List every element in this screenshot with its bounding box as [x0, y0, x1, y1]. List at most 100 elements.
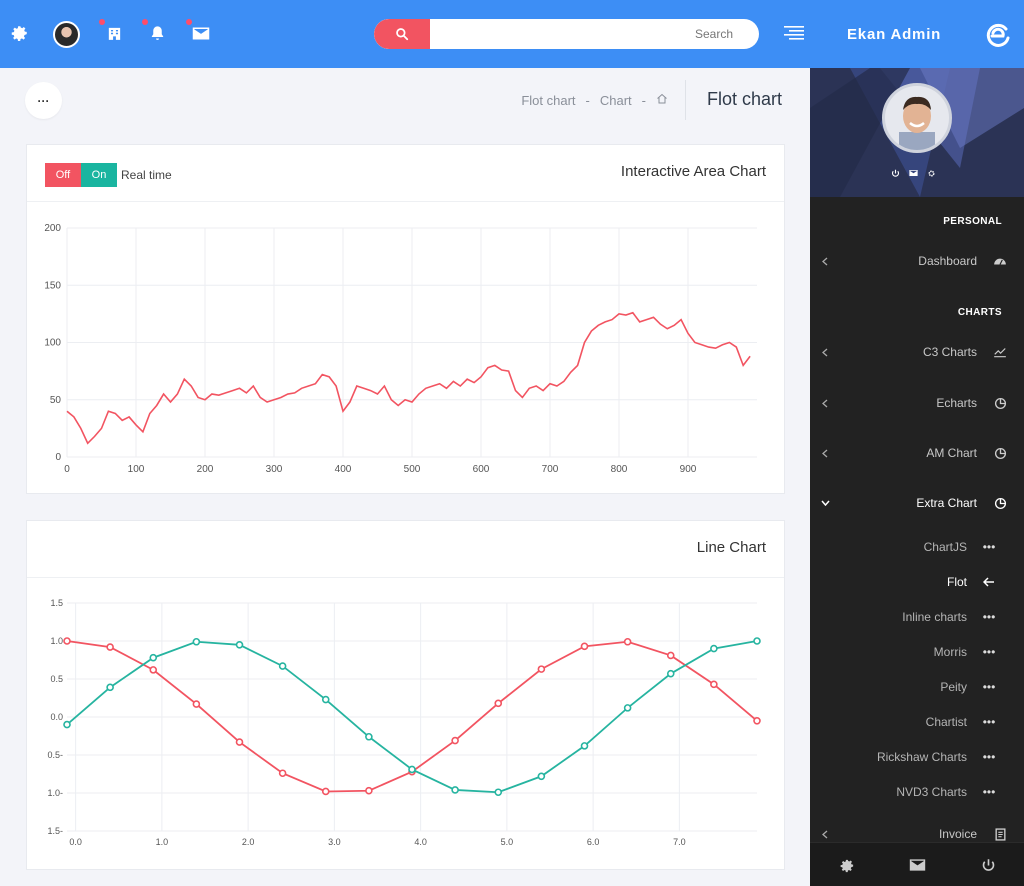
data-point: [580, 642, 589, 651]
section-header-charts: CHARTS: [957, 307, 1002, 318]
x-tick-label: 700: [542, 464, 559, 475]
x-tick-label: 6.0: [587, 837, 600, 847]
y-tick-label: 150: [44, 280, 61, 291]
line-chart-icon: [993, 345, 1007, 359]
data-point: [106, 683, 114, 692]
search-box: [374, 19, 759, 49]
sidebar-subitem-label: Peity: [940, 680, 967, 694]
profile-actions: [890, 168, 936, 178]
line-chart[interactable]: 1.5 1.0 0.5 0.0 0.5- 1.0- 1.5- 0.0 1.0 2.0 3.0 4.0…: [27, 578, 784, 868]
search-input[interactable]: [430, 19, 759, 49]
mail-icon[interactable]: [908, 168, 918, 178]
sidebar-subitem-chartist[interactable]: Chartist •••: [810, 713, 1024, 733]
sidebar-item-dashboard[interactable]: Dashboard: [810, 250, 1024, 274]
more-icon: •••: [982, 540, 996, 554]
sidebar-subitem-label: ChartJS: [923, 540, 967, 554]
x-tick-label: 100: [128, 464, 145, 475]
data-point: [149, 666, 158, 674]
data-point: [235, 641, 244, 649]
x-tick-label: 1.0: [156, 837, 169, 847]
data-point: [278, 662, 287, 670]
top-bar: Ekan Admin: [0, 0, 1024, 68]
sidebar-subitem-morris[interactable]: Morris •••: [810, 643, 1024, 663]
arrow-left-icon: [982, 574, 996, 590]
data-point: [710, 644, 718, 653]
data-point: [537, 665, 546, 673]
data-point: [537, 772, 546, 781]
data-point: [710, 680, 718, 689]
brand-logo-icon[interactable]: [984, 21, 1012, 49]
card-header: Off On Real time Interactive Area Chart: [27, 145, 784, 202]
sidebar-item-am-chart[interactable]: AM Chart: [810, 442, 1024, 466]
data-point: [753, 717, 761, 725]
user-avatar[interactable]: [53, 21, 80, 48]
sidebar-subitem-peity[interactable]: Peity •••: [810, 678, 1024, 698]
x-tick-label: 600: [473, 464, 490, 475]
chevron-down-icon: [820, 496, 830, 510]
data-point: [666, 669, 675, 678]
sidebar-subitem-chartjs[interactable]: ChartJS •••: [810, 538, 1024, 558]
mail-icon[interactable]: [908, 856, 926, 874]
data-point: [494, 699, 503, 708]
sidebar-subitem-rickshaw-charts[interactable]: Rickshaw Charts •••: [810, 748, 1024, 768]
sidebar-subitem-nvd3-charts[interactable]: NVD3 Charts •••: [810, 783, 1024, 803]
sidebar-item-echarts[interactable]: Echarts: [810, 392, 1024, 416]
notification-dot: [99, 19, 105, 25]
search-icon: [396, 28, 409, 41]
settings-gear-icon[interactable]: [9, 22, 31, 44]
mail-icon[interactable]: [186, 19, 212, 44]
sidebar-subitem-inline-charts[interactable]: Inline charts •••: [810, 608, 1024, 628]
data-point: [666, 651, 675, 660]
card-title: Interactive Area Chart: [620, 163, 766, 180]
profile-panel: [810, 68, 1024, 197]
section-header-personal: PERSONAL: [943, 216, 1002, 227]
x-tick-label: 200: [197, 464, 214, 475]
area-chart[interactable]: 0 50 100 150 200 0 100 200 300 400 500 600 700 800 90…: [27, 202, 784, 492]
data-point: [235, 738, 244, 746]
area-series-line: [66, 311, 751, 445]
chevron-left-icon: [820, 254, 830, 268]
y-tick-label: 50: [50, 395, 62, 406]
toggle-label: Real time: [121, 168, 172, 182]
search-button[interactable]: [374, 19, 430, 49]
page-title: Flot chart: [707, 89, 783, 109]
x-tick-label: 7.0: [673, 837, 686, 847]
x-tick-label: 300: [266, 464, 283, 475]
x-tick-label: 5.0: [501, 837, 514, 847]
data-point: [451, 786, 459, 794]
sidebar-item-c3-charts[interactable]: C3 Charts: [810, 341, 1024, 365]
more-icon: •••: [982, 715, 996, 729]
toggle-on-button[interactable]: On: [81, 163, 117, 187]
y-tick-label: 100: [44, 338, 61, 349]
power-icon[interactable]: [979, 856, 997, 874]
sidebar-item-extra-chart[interactable]: Extra Chart: [810, 492, 1024, 516]
x-tick-label: 500: [404, 464, 421, 475]
breadcrumb-separator: -: [641, 93, 646, 108]
brand-name[interactable]: Ekan Admin: [847, 26, 942, 43]
profile-avatar[interactable]: [882, 83, 952, 153]
breadcrumb-separator: -: [585, 93, 590, 108]
sidebar-subitem-flot[interactable]: Flot: [810, 573, 1024, 593]
breadcrumb-item-chart[interactable]: Chart: [599, 93, 632, 108]
building-icon[interactable]: [99, 19, 125, 44]
gauge-icon: [993, 254, 1007, 268]
menu-toggle-icon[interactable]: [784, 25, 804, 41]
data-point: [63, 637, 71, 645]
sidebar-subitem-label: Rickshaw Charts: [876, 750, 967, 764]
sidebar-item-label: Echarts: [936, 396, 977, 410]
sidebar-item-invoice[interactable]: Invoice: [810, 823, 1024, 847]
home-icon[interactable]: [656, 93, 668, 108]
bell-icon[interactable]: [142, 19, 168, 44]
chevron-left-icon: [820, 345, 830, 359]
document-icon: [993, 827, 1007, 841]
power-icon[interactable]: [890, 168, 900, 178]
toggle-off-button[interactable]: Off: [45, 163, 81, 187]
breadcrumb-item-flot-chart[interactable]: Flot chart: [521, 93, 576, 108]
data-point: [63, 720, 71, 729]
x-tick-label: 800: [611, 464, 628, 475]
settings-gear-icon[interactable]: [838, 856, 856, 874]
y-tick-label: 0.5-: [47, 750, 63, 760]
more-options-button[interactable]: ···: [25, 82, 62, 119]
x-axis-ticks: 0 100 200 300 400 500 600 700 800 900: [64, 464, 697, 475]
gear-icon[interactable]: [926, 168, 936, 178]
